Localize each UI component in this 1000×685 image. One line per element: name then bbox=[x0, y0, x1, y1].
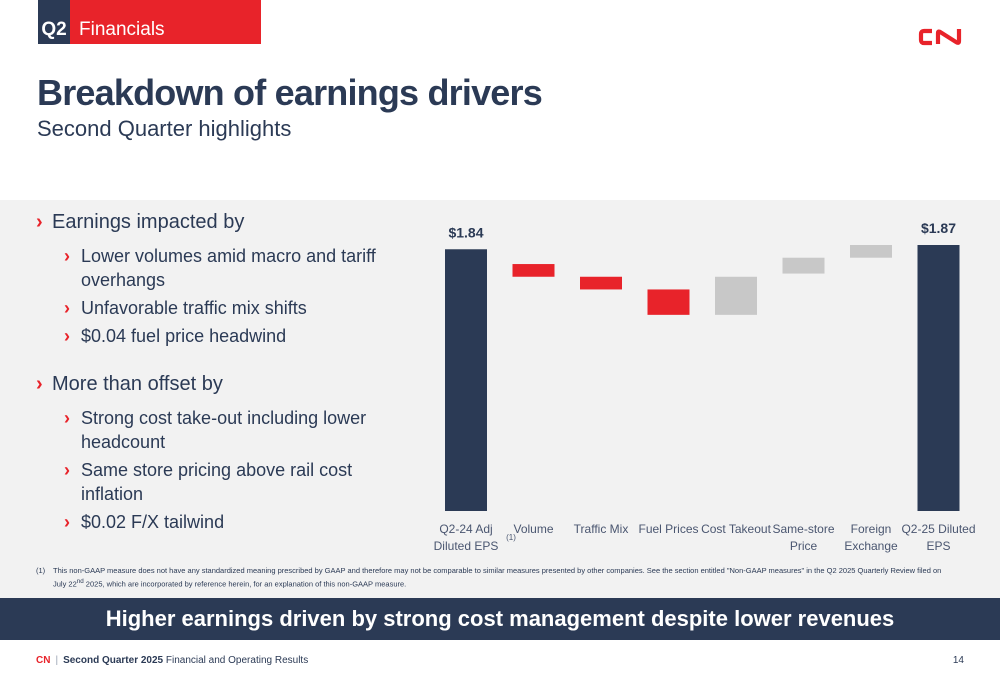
page-title: Breakdown of earnings drivers bbox=[37, 72, 543, 113]
footer-separator: | bbox=[55, 655, 59, 666]
category-label: Q2-24 Adj bbox=[439, 522, 492, 536]
bullet-item-text: Lower volumes amid macro and tariff over… bbox=[81, 246, 376, 290]
bullet-heading-text: Earnings impacted by bbox=[52, 211, 245, 233]
chevron-right-icon: › bbox=[64, 298, 70, 318]
bar-total bbox=[445, 249, 487, 511]
eps-waterfall-chart: $1.84 Q2-24 Adj Diluted EPS (1)Volume Traffi… bbox=[434, 220, 976, 553]
page-subtitle: Second Quarter highlights bbox=[37, 116, 292, 141]
bullet-item: › Lower volumes amid macro and tariff ov… bbox=[36, 244, 376, 292]
bar-increase bbox=[782, 257, 825, 274]
bullet-item: › Same store pricing above rail cost inf… bbox=[36, 458, 376, 506]
category-label: Same-store bbox=[772, 522, 834, 536]
bar-increase bbox=[850, 245, 892, 258]
bar-total bbox=[917, 245, 960, 511]
section-tag: Q2 Financials bbox=[38, 0, 261, 44]
chevron-right-icon: › bbox=[64, 408, 70, 428]
category-label: Foreign bbox=[851, 522, 892, 536]
bullet-item: › $0.04 fuel price headwind bbox=[36, 324, 376, 348]
chevron-right-icon: › bbox=[36, 211, 43, 233]
chevron-right-icon: › bbox=[64, 460, 70, 480]
bullet-item-text: Unfavorable traffic mix shifts bbox=[81, 298, 307, 318]
footnote-superscript: nd bbox=[76, 578, 84, 585]
cn-logo-icon bbox=[918, 28, 962, 46]
footnote-text: This non-GAAP measure does not have any … bbox=[53, 566, 942, 589]
bullet-heading-offset: › More than offset by bbox=[36, 372, 376, 396]
footer-report-subtitle: Financial and Operating Results bbox=[163, 655, 309, 666]
bullet-heading-impacted: › Earnings impacted by bbox=[36, 210, 376, 234]
bar-decrease bbox=[647, 289, 690, 315]
bar-decrease bbox=[580, 276, 622, 290]
bullet-item-text: Same store pricing above rail cost infla… bbox=[81, 460, 353, 504]
data-label: $1.84 bbox=[448, 224, 483, 240]
bullet-heading-text: More than offset by bbox=[52, 373, 223, 395]
footnote-mark: (1) bbox=[36, 566, 46, 575]
bar-increase bbox=[715, 276, 757, 315]
category-label: Price bbox=[790, 539, 818, 553]
bullet-item-text: $0.04 fuel price headwind bbox=[81, 326, 287, 346]
footer-brand: CN bbox=[36, 655, 51, 666]
category-label: Fuel Prices bbox=[638, 522, 698, 536]
category-label: Traffic Mix bbox=[574, 522, 629, 536]
footnote: (1) This non-GAAP measure does not have … bbox=[36, 565, 956, 590]
bullet-item: › Unfavorable traffic mix shifts bbox=[36, 296, 376, 320]
summary-banner: Higher earnings driven by strong cost ma… bbox=[0, 598, 1000, 640]
category-label: Exchange bbox=[844, 539, 898, 553]
category-label: Volume bbox=[513, 522, 553, 536]
chevron-right-icon: › bbox=[64, 246, 70, 266]
chevron-right-icon: › bbox=[64, 326, 70, 346]
footer: CN | Second Quarter 2025 Financial and Ope… bbox=[36, 655, 308, 666]
category-footnote-mark: (1) bbox=[506, 533, 516, 542]
content-panel bbox=[0, 200, 1000, 598]
bullet-list: › Earnings impacted by › Lower volumes a… bbox=[36, 210, 376, 538]
category-label: Q2-25 Diluted bbox=[901, 522, 975, 536]
bullet-item-text: $0.02 F/X tailwind bbox=[81, 512, 225, 532]
bullet-item: › Strong cost take-out including lower h… bbox=[36, 406, 376, 454]
bullet-item-text: Strong cost take-out including lower hea… bbox=[81, 408, 367, 452]
bar-decrease bbox=[512, 264, 555, 277]
page-number: 14 bbox=[952, 655, 964, 666]
footnote-text-end: 2025, which are incorporated by referenc… bbox=[83, 579, 407, 589]
chevron-right-icon: › bbox=[64, 512, 70, 532]
category-label: Diluted EPS bbox=[434, 539, 499, 553]
category-label: Cost Takeout bbox=[701, 522, 771, 536]
chevron-right-icon: › bbox=[36, 373, 43, 395]
quarter-label: Q2 bbox=[38, 0, 70, 44]
footer-report-title: Second Quarter 2025 bbox=[63, 655, 164, 666]
bullet-item: › $0.02 F/X tailwind bbox=[36, 510, 376, 534]
section-label: Financials bbox=[70, 0, 261, 44]
category-label: EPS bbox=[926, 539, 950, 553]
data-label: $1.87 bbox=[921, 220, 956, 236]
